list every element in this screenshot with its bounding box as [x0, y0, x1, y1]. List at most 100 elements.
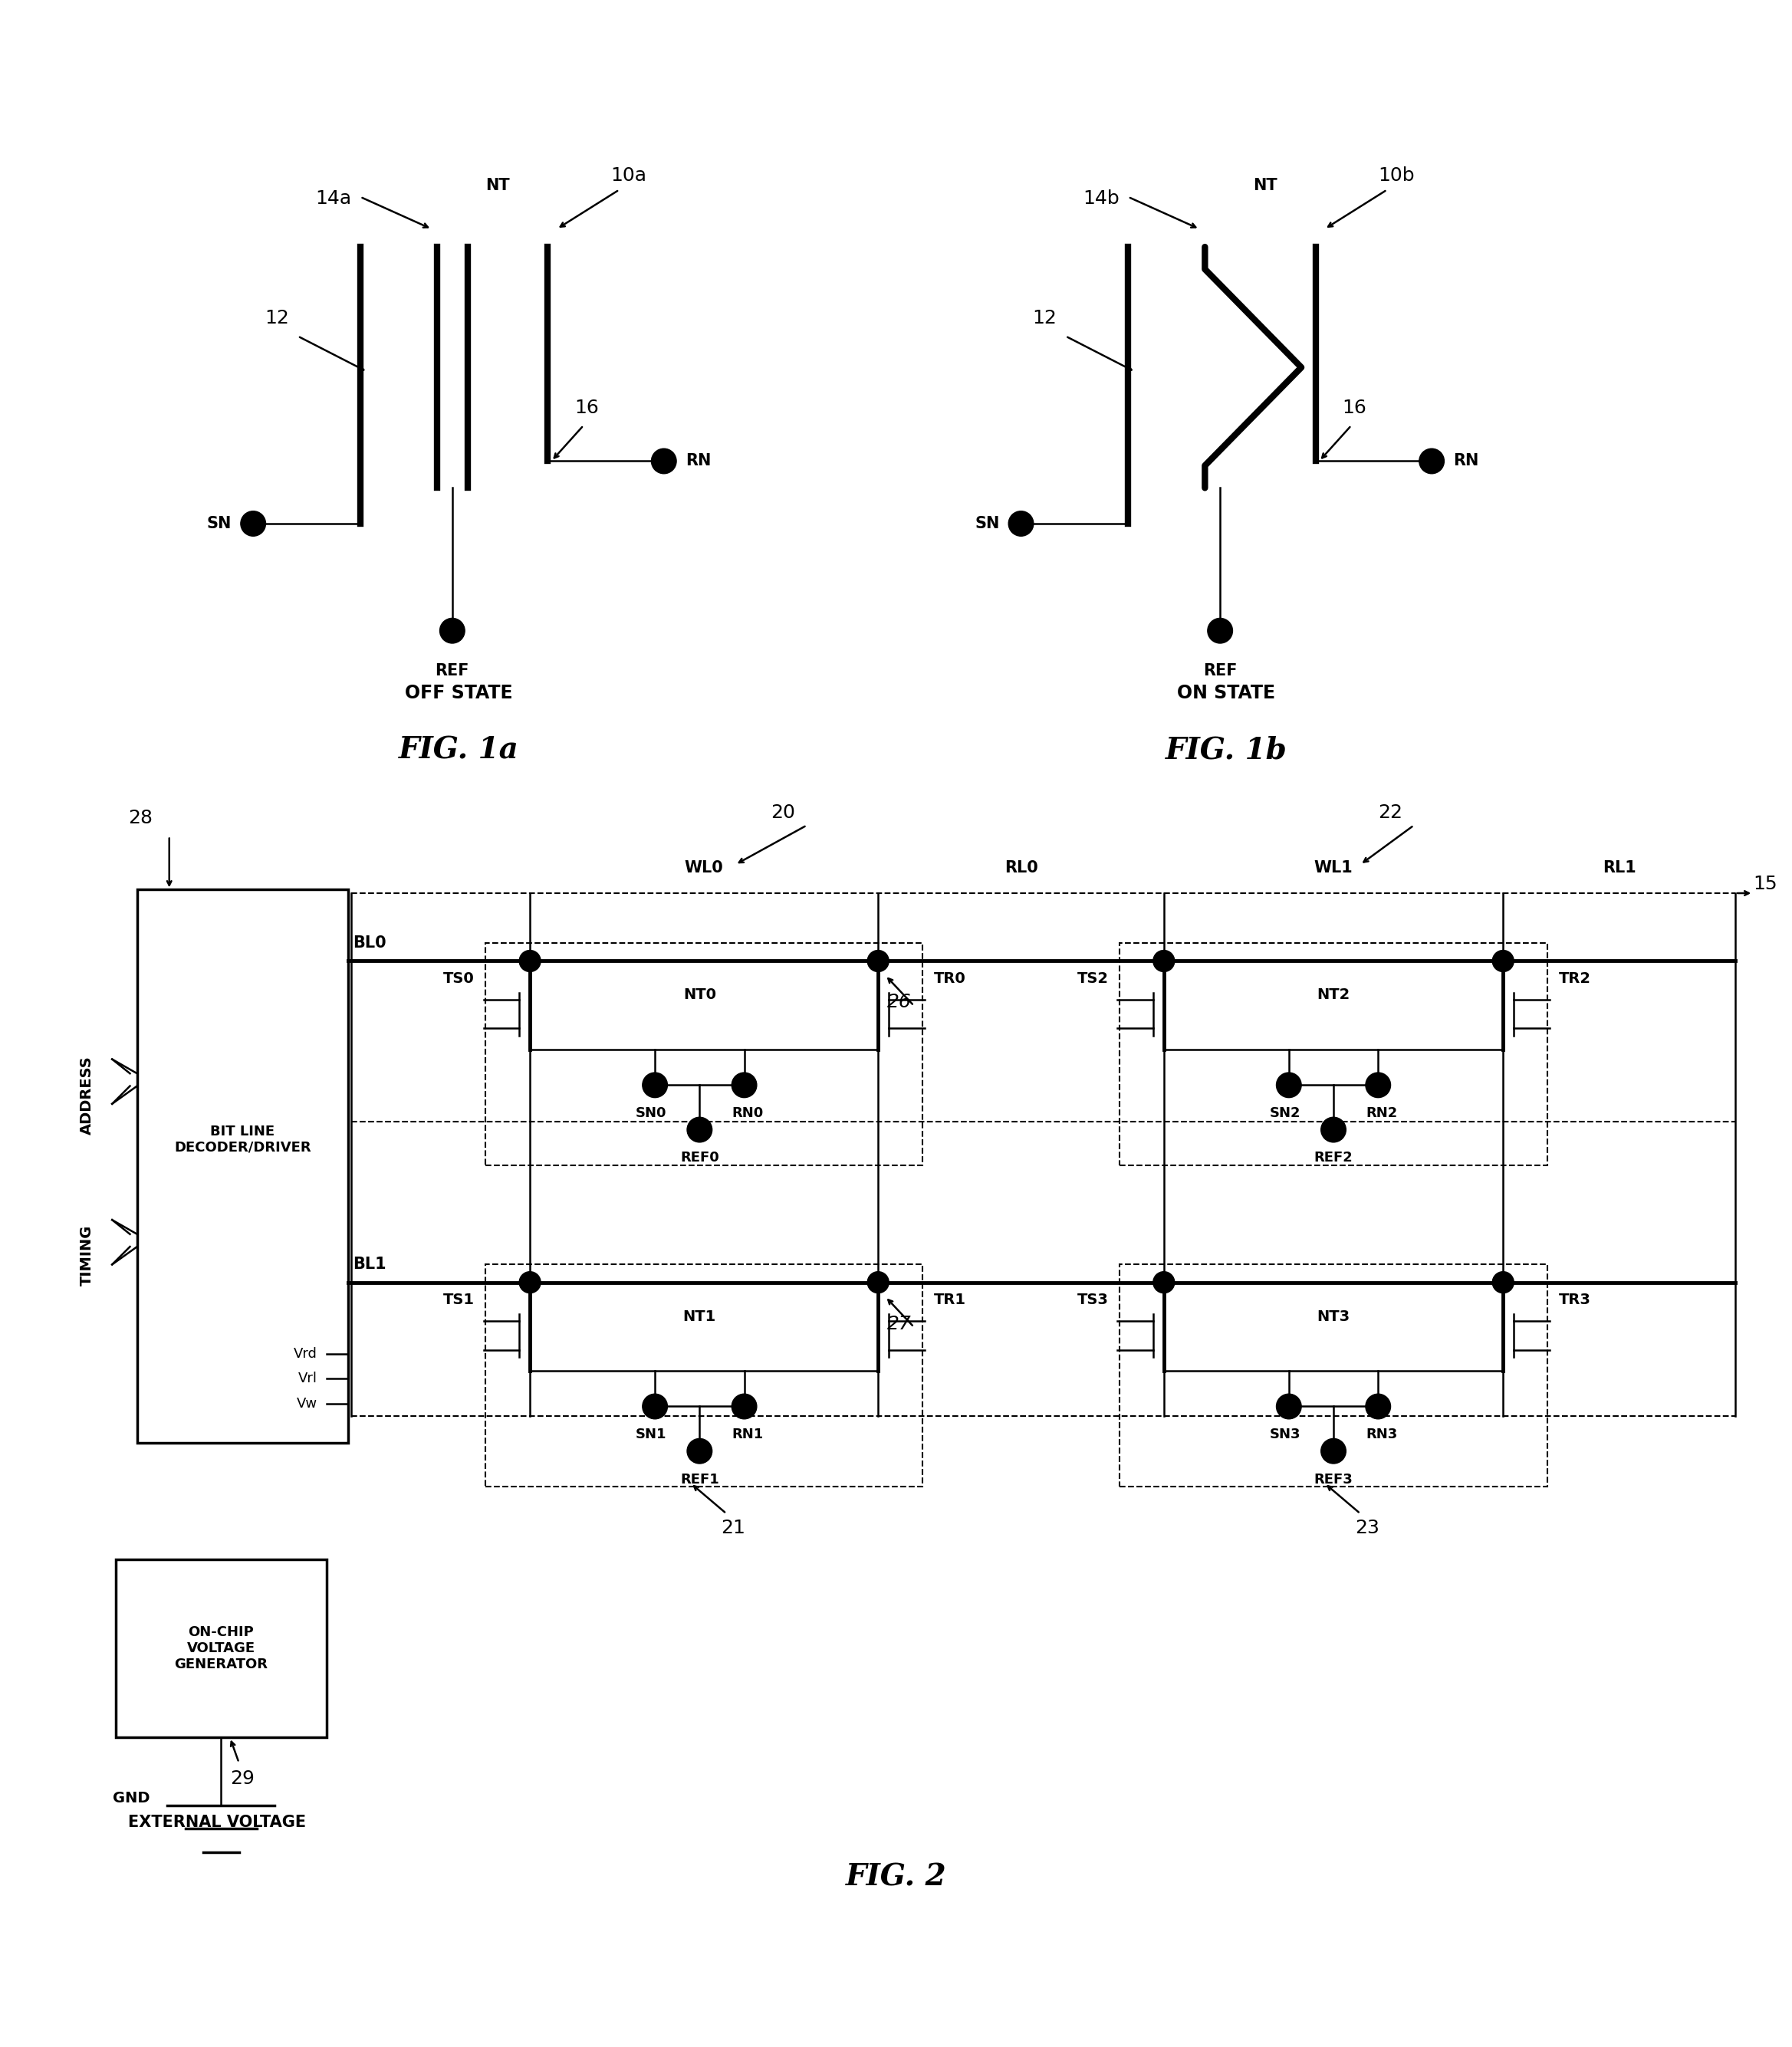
- Text: 28: 28: [129, 809, 152, 827]
- Text: TS0: TS0: [443, 972, 475, 987]
- Text: 10a: 10a: [611, 166, 647, 184]
- Text: 20: 20: [771, 802, 796, 821]
- Text: REF: REF: [435, 663, 470, 678]
- Circle shape: [520, 1271, 541, 1294]
- Text: Vrd: Vrd: [294, 1347, 317, 1361]
- Text: BIT LINE
DECODER/DRIVER: BIT LINE DECODER/DRIVER: [174, 1124, 312, 1155]
- Circle shape: [1493, 950, 1514, 972]
- Text: ADDRESS: ADDRESS: [81, 1056, 95, 1134]
- Text: WL0: WL0: [685, 860, 724, 876]
- Text: Vw: Vw: [297, 1396, 317, 1410]
- Circle shape: [643, 1073, 667, 1097]
- Text: ON STATE: ON STATE: [1177, 684, 1276, 702]
- Text: 21: 21: [720, 1519, 745, 1537]
- Text: EXTERNAL VOLTAGE: EXTERNAL VOLTAGE: [129, 1814, 306, 1830]
- Bar: [1120, 1265, 1548, 1486]
- Circle shape: [1009, 512, 1034, 536]
- Text: NT0: NT0: [683, 989, 717, 1003]
- Text: SN3: SN3: [1271, 1429, 1301, 1441]
- Text: 14b: 14b: [1082, 188, 1120, 207]
- Circle shape: [731, 1394, 756, 1419]
- Circle shape: [650, 448, 676, 473]
- Bar: [486, 1265, 923, 1486]
- Text: NT2: NT2: [1317, 989, 1349, 1003]
- Text: NT1: NT1: [683, 1310, 717, 1324]
- Text: NT: NT: [486, 178, 509, 192]
- Text: 22: 22: [1378, 802, 1403, 821]
- Circle shape: [1276, 1394, 1301, 1419]
- Text: RN: RN: [1453, 454, 1478, 469]
- Text: FIG. 1a: FIG. 1a: [398, 735, 518, 766]
- Text: BL0: BL0: [353, 935, 387, 950]
- Text: RL1: RL1: [1602, 860, 1636, 876]
- Text: TS2: TS2: [1077, 972, 1109, 987]
- Text: REF1: REF1: [681, 1472, 719, 1486]
- Circle shape: [1366, 1073, 1391, 1097]
- Circle shape: [1208, 618, 1233, 643]
- Circle shape: [643, 1394, 667, 1419]
- Circle shape: [1493, 1271, 1514, 1294]
- Circle shape: [1276, 1073, 1301, 1097]
- Text: TS1: TS1: [443, 1294, 475, 1308]
- Text: WL1: WL1: [1314, 860, 1353, 876]
- Text: FIG. 1b: FIG. 1b: [1165, 735, 1287, 766]
- Circle shape: [240, 512, 265, 536]
- Bar: [486, 944, 923, 1165]
- Text: RL0: RL0: [1004, 860, 1038, 876]
- Text: 27: 27: [887, 1314, 912, 1333]
- Text: TR3: TR3: [1559, 1294, 1591, 1308]
- Text: SN1: SN1: [636, 1429, 667, 1441]
- Circle shape: [1321, 1439, 1346, 1464]
- Circle shape: [1366, 1394, 1391, 1419]
- Text: SN0: SN0: [636, 1107, 667, 1120]
- Text: RN2: RN2: [1366, 1107, 1398, 1120]
- Text: GND: GND: [113, 1791, 149, 1805]
- Text: 15: 15: [1753, 874, 1778, 892]
- Circle shape: [686, 1439, 711, 1464]
- Text: 29: 29: [229, 1771, 254, 1789]
- Text: TS3: TS3: [1077, 1294, 1109, 1308]
- Text: REF2: REF2: [1314, 1150, 1353, 1165]
- Circle shape: [1152, 950, 1174, 972]
- Text: RN3: RN3: [1366, 1429, 1398, 1441]
- Text: 16: 16: [575, 399, 599, 418]
- Text: 23: 23: [1355, 1519, 1380, 1537]
- Text: TR2: TR2: [1559, 972, 1591, 987]
- Text: 16: 16: [1342, 399, 1367, 418]
- Circle shape: [686, 1118, 711, 1142]
- Bar: [1120, 944, 1548, 1165]
- Circle shape: [1152, 1271, 1174, 1294]
- Text: RN0: RN0: [731, 1107, 763, 1120]
- Circle shape: [1321, 1118, 1346, 1142]
- Circle shape: [867, 1271, 889, 1294]
- Text: SN: SN: [975, 516, 1000, 532]
- Text: NT: NT: [1253, 178, 1278, 192]
- Circle shape: [520, 950, 541, 972]
- Bar: [116, 1560, 326, 1738]
- Text: 10b: 10b: [1378, 166, 1414, 184]
- Text: OFF STATE: OFF STATE: [405, 684, 513, 702]
- Text: SN2: SN2: [1271, 1107, 1301, 1120]
- Text: ON-CHIP
VOLTAGE
GENERATOR: ON-CHIP VOLTAGE GENERATOR: [174, 1625, 267, 1670]
- Text: TR0: TR0: [934, 972, 966, 987]
- Circle shape: [439, 618, 464, 643]
- Circle shape: [731, 1073, 756, 1097]
- Text: Vrl: Vrl: [297, 1371, 317, 1386]
- Text: SN: SN: [206, 516, 231, 532]
- Text: NT3: NT3: [1317, 1310, 1349, 1324]
- Text: REF3: REF3: [1314, 1472, 1353, 1486]
- Text: TIMING: TIMING: [81, 1226, 95, 1286]
- Text: REF0: REF0: [681, 1150, 719, 1165]
- Text: 14a: 14a: [315, 188, 351, 207]
- Text: REF: REF: [1202, 663, 1236, 678]
- Text: RN: RN: [685, 454, 711, 469]
- Text: BL1: BL1: [353, 1257, 387, 1271]
- Circle shape: [1419, 448, 1444, 473]
- Text: RN1: RN1: [731, 1429, 763, 1441]
- Text: 12: 12: [265, 309, 289, 328]
- Circle shape: [867, 950, 889, 972]
- Bar: [138, 890, 348, 1443]
- Text: 26: 26: [887, 993, 912, 1011]
- Text: 12: 12: [1032, 309, 1057, 328]
- Text: FIG. 2: FIG. 2: [846, 1863, 946, 1891]
